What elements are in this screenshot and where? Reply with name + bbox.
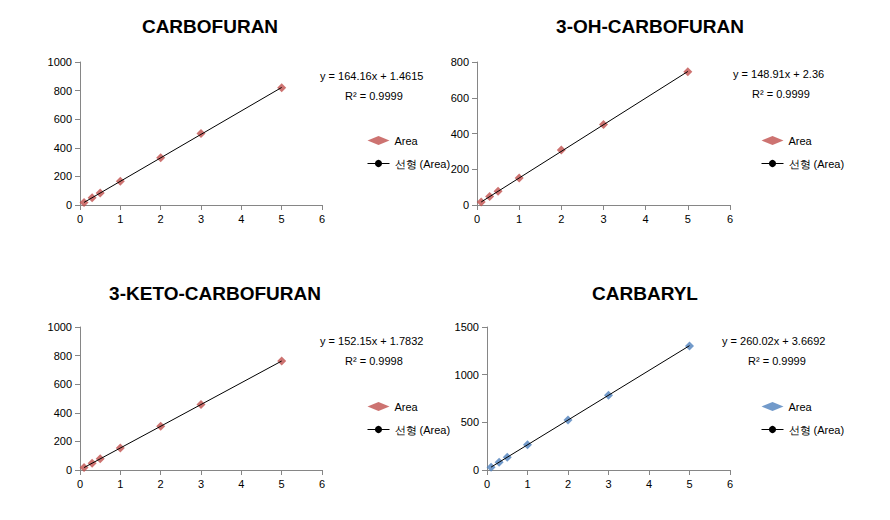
- svg-text:0: 0: [66, 464, 72, 476]
- svg-text:4: 4: [643, 213, 649, 225]
- svg-text:2: 2: [565, 478, 571, 490]
- svg-text:3-OH-CARBOFURAN: 3-OH-CARBOFURAN: [556, 16, 744, 37]
- svg-text:3: 3: [605, 478, 611, 490]
- svg-text:CARBOFURAN: CARBOFURAN: [142, 16, 278, 37]
- svg-text:4: 4: [238, 478, 244, 490]
- svg-text:400: 400: [54, 407, 72, 419]
- svg-text:3: 3: [198, 478, 204, 490]
- svg-text:5: 5: [686, 478, 692, 490]
- svg-text:0: 0: [463, 199, 469, 211]
- svg-text:400: 400: [54, 142, 72, 154]
- svg-text:5: 5: [685, 213, 691, 225]
- svg-text:4: 4: [646, 478, 652, 490]
- svg-text:0: 0: [77, 478, 83, 490]
- svg-text:800: 800: [451, 56, 469, 68]
- svg-text:400: 400: [451, 128, 469, 140]
- svg-text:5: 5: [279, 213, 285, 225]
- svg-text:0: 0: [484, 478, 490, 490]
- svg-text:y = 260.02x + 3.6692: y = 260.02x + 3.6692: [722, 335, 825, 347]
- svg-text:6: 6: [727, 213, 733, 225]
- svg-text:3-KETO-CARBOFURAN: 3-KETO-CARBOFURAN: [109, 283, 321, 304]
- svg-text:500: 500: [461, 416, 479, 428]
- svg-text:1500: 1500: [455, 321, 479, 333]
- svg-text:600: 600: [54, 113, 72, 125]
- svg-text:선형 (Area): 선형 (Area): [395, 158, 451, 170]
- svg-text:Area: Area: [789, 401, 813, 413]
- svg-text:5: 5: [279, 478, 285, 490]
- svg-text:1000: 1000: [455, 369, 479, 381]
- svg-text:6: 6: [727, 478, 733, 490]
- svg-text:R² = 0.9998: R² = 0.9998: [345, 355, 403, 367]
- svg-text:R² = 0.9999: R² = 0.9999: [752, 88, 810, 100]
- svg-text:선형 (Area): 선형 (Area): [789, 424, 845, 436]
- svg-text:선형 (Area): 선형 (Area): [789, 158, 845, 170]
- svg-text:600: 600: [451, 92, 469, 104]
- svg-text:6: 6: [319, 478, 325, 490]
- svg-text:600: 600: [54, 378, 72, 390]
- svg-text:200: 200: [54, 435, 72, 447]
- svg-text:2: 2: [158, 478, 164, 490]
- svg-text:0: 0: [77, 213, 83, 225]
- svg-text:0: 0: [474, 213, 480, 225]
- svg-text:2: 2: [158, 213, 164, 225]
- svg-text:0: 0: [473, 464, 479, 476]
- svg-text:1: 1: [516, 213, 522, 225]
- svg-text:4: 4: [238, 213, 244, 225]
- svg-text:1: 1: [117, 478, 123, 490]
- svg-text:1: 1: [524, 478, 530, 490]
- svg-text:R² = 0.9999: R² = 0.9999: [345, 90, 403, 102]
- svg-text:800: 800: [54, 350, 72, 362]
- svg-text:CARBARYL: CARBARYL: [592, 283, 698, 304]
- svg-text:200: 200: [451, 163, 469, 175]
- svg-text:1000: 1000: [48, 321, 72, 333]
- svg-text:y = 164.16x + 1.4615: y = 164.16x + 1.4615: [320, 70, 423, 82]
- svg-text:3: 3: [600, 213, 606, 225]
- svg-text:3: 3: [198, 213, 204, 225]
- svg-text:R² = 0.9999: R² = 0.9999: [748, 355, 806, 367]
- svg-text:y = 152.15x + 1.7832: y = 152.15x + 1.7832: [320, 335, 423, 347]
- svg-text:1000: 1000: [48, 56, 72, 68]
- svg-text:2: 2: [558, 213, 564, 225]
- svg-text:y = 148.91x + 2.36: y = 148.91x + 2.36: [733, 68, 824, 80]
- svg-text:800: 800: [54, 85, 72, 97]
- svg-text:0: 0: [66, 199, 72, 211]
- svg-text:선형 (Area): 선형 (Area): [395, 424, 451, 436]
- svg-text:Area: Area: [395, 135, 419, 147]
- svg-text:Area: Area: [789, 135, 813, 147]
- svg-text:1: 1: [117, 213, 123, 225]
- svg-text:6: 6: [319, 213, 325, 225]
- svg-text:200: 200: [54, 170, 72, 182]
- svg-text:Area: Area: [395, 401, 419, 413]
